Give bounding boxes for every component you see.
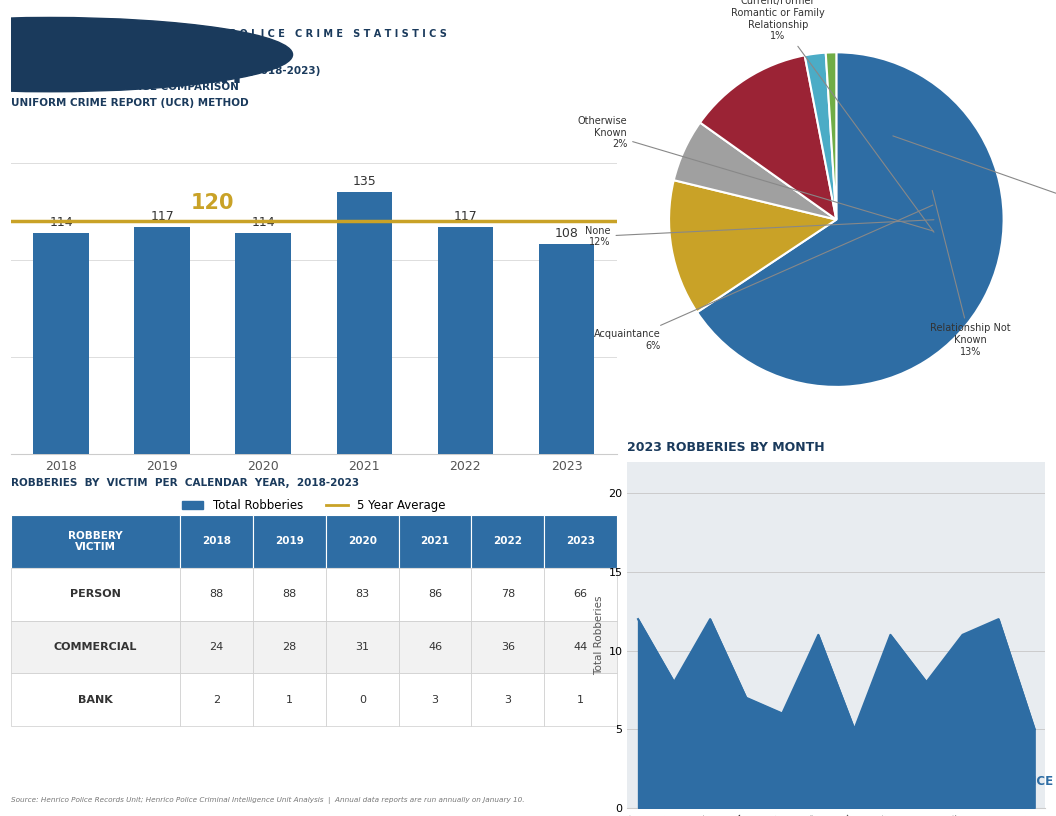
Bar [34,233,89,455]
FancyBboxPatch shape [326,515,399,568]
FancyBboxPatch shape [11,568,181,620]
Text: 3: 3 [505,694,511,705]
Text: Otherwise
Known
2%: Otherwise Known 2% [578,116,934,231]
Text: 2019: 2019 [275,536,304,547]
Text: 88: 88 [210,589,224,599]
Text: 46: 46 [428,642,442,652]
Bar [437,227,493,455]
FancyBboxPatch shape [11,620,181,673]
FancyBboxPatch shape [471,620,544,673]
Text: 2023 ROBBERIES BY MONTH: 2023 ROBBERIES BY MONTH [627,441,825,454]
Text: 88: 88 [282,589,297,599]
Text: 2021: 2021 [420,536,450,547]
Circle shape [0,17,293,91]
Text: 117: 117 [453,210,477,223]
FancyBboxPatch shape [181,673,253,726]
Text: TOTAL ROBBERIES PER CALENDAR YEAR (2018-2023)
AND FIVE-YEAR AVERAGE COMPARISON
U: TOTAL ROBBERIES PER CALENDAR YEAR (2018-… [11,66,320,108]
Text: 2020: 2020 [347,536,377,547]
Text: 0: 0 [359,694,365,705]
Bar [337,192,392,455]
FancyBboxPatch shape [544,673,617,726]
FancyBboxPatch shape [253,515,326,568]
Text: 31: 31 [355,642,370,652]
Text: 108: 108 [554,228,579,241]
Text: 66: 66 [573,589,587,599]
Text: BANK: BANK [78,694,113,705]
FancyBboxPatch shape [399,620,471,673]
FancyBboxPatch shape [253,568,326,620]
Text: 2018: 2018 [203,536,231,547]
Text: ROBBERIES  BY  VICTIM  PER  CALENDAR  YEAR,  2018-2023: ROBBERIES BY VICTIM PER CALENDAR YEAR, 2… [11,477,359,487]
Text: ROBBERY: ROBBERY [101,61,248,89]
FancyBboxPatch shape [544,515,617,568]
FancyBboxPatch shape [399,515,471,568]
Circle shape [0,23,257,86]
FancyBboxPatch shape [11,673,181,726]
Text: 120: 120 [191,193,234,213]
FancyBboxPatch shape [253,673,326,726]
Text: 2: 2 [213,694,221,705]
Wedge shape [697,52,1003,387]
Text: Source: Henrico Police Records Unit; Henrico Police Criminal Intelligence Unit A: Source: Henrico Police Records Unit; Hen… [11,797,524,805]
Text: PERSON: PERSON [70,589,120,599]
FancyBboxPatch shape [253,620,326,673]
Text: 114: 114 [251,215,275,228]
Bar [235,233,291,455]
Text: COMMERCIAL: COMMERCIAL [54,642,137,652]
Y-axis label: Total Robberies: Total Robberies [595,595,604,675]
Text: 2023: 2023 [566,536,596,547]
Bar [134,227,190,455]
Text: 36: 36 [501,642,515,652]
Text: 2 0 2 3   H E N R I C O   P O L I C E   C R I M E   S T A T I S T I C S: 2 0 2 3 H E N R I C O P O L I C E C R I … [101,29,447,39]
Legend: Total Robberies, 5 Year Average: Total Robberies, 5 Year Average [177,494,450,517]
Text: 2022: 2022 [493,536,523,547]
FancyBboxPatch shape [471,568,544,620]
FancyBboxPatch shape [181,620,253,673]
Text: 3: 3 [432,694,438,705]
Wedge shape [670,180,836,313]
FancyBboxPatch shape [326,673,399,726]
FancyBboxPatch shape [399,673,471,726]
Text: 44: 44 [573,642,588,652]
Text: 135: 135 [353,175,376,188]
Text: Relationship Not
Known
13%: Relationship Not Known 13% [930,190,1011,357]
Text: 83: 83 [355,589,370,599]
Text: 28: 28 [282,642,297,652]
Wedge shape [826,52,836,220]
FancyBboxPatch shape [181,568,253,620]
Text: 1: 1 [286,694,293,705]
Wedge shape [805,53,836,220]
Text: Stranger
65%: Stranger 65% [893,136,1056,214]
Text: 114: 114 [50,215,73,228]
Wedge shape [700,55,836,220]
Text: Acquaintance
6%: Acquaintance 6% [593,205,932,351]
Text: HENRICO.US/POLICE: HENRICO.US/POLICE [920,774,1055,787]
Text: 1: 1 [577,694,584,705]
Text: 24: 24 [210,642,224,652]
Bar [539,244,595,455]
Text: Current/Former
Romantic or Family
Relationship
1%: Current/Former Romantic or Family Relati… [731,0,934,233]
Text: 117: 117 [150,210,174,223]
Text: 78: 78 [501,589,515,599]
Wedge shape [674,122,836,220]
FancyBboxPatch shape [326,568,399,620]
FancyBboxPatch shape [11,515,181,568]
FancyBboxPatch shape [471,673,544,726]
FancyBboxPatch shape [544,568,617,620]
FancyBboxPatch shape [181,515,253,568]
FancyBboxPatch shape [326,620,399,673]
Circle shape [0,27,232,82]
Text: 86: 86 [428,589,442,599]
Text: None
12%: None 12% [585,220,934,247]
Text: ROBBERY
VICTIM: ROBBERY VICTIM [69,530,122,552]
FancyBboxPatch shape [471,515,544,568]
FancyBboxPatch shape [544,620,617,673]
FancyBboxPatch shape [399,568,471,620]
